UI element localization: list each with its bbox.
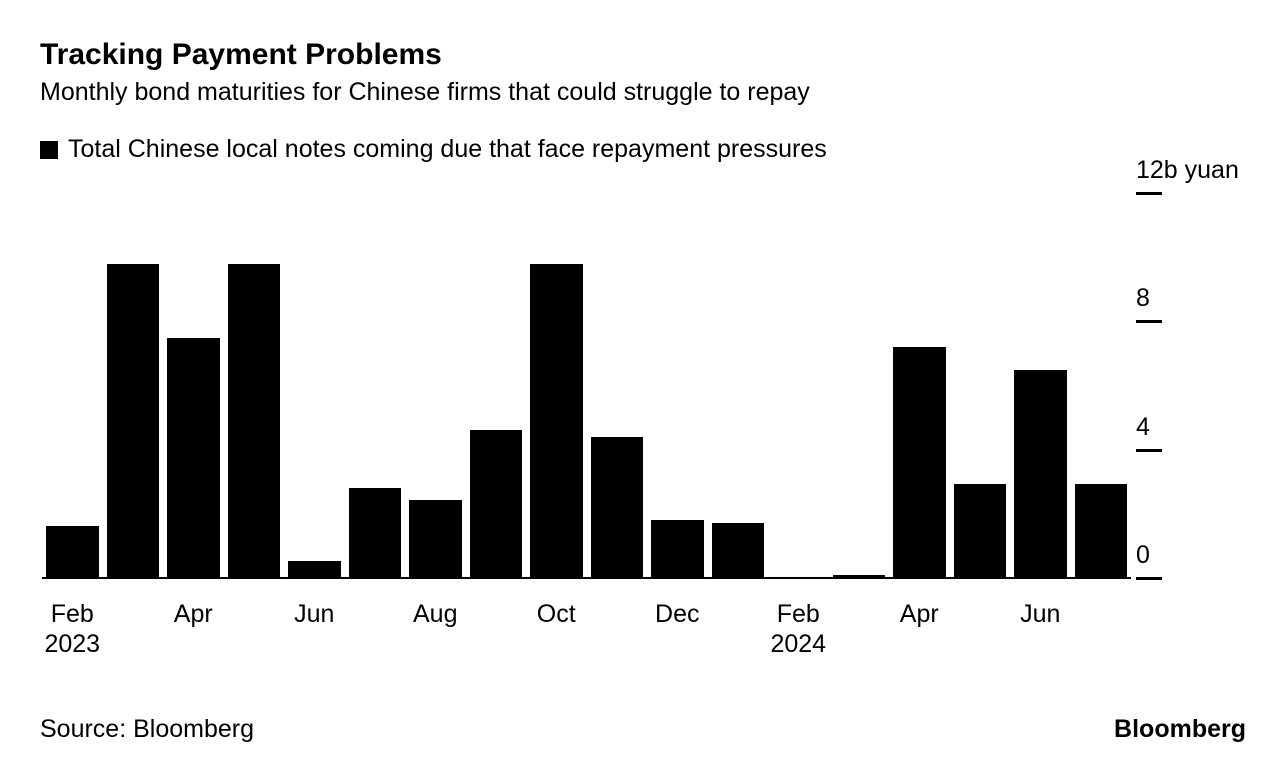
bar (893, 347, 946, 577)
bar (167, 338, 220, 577)
x-axis-month: Jun (294, 600, 334, 628)
x-axis-label: Aug (413, 599, 457, 629)
x-axis-year: 2023 (44, 629, 100, 659)
bar (651, 520, 704, 577)
bar (712, 523, 765, 577)
x-axis-label: Feb2023 (44, 599, 100, 659)
source-text: Source: Bloomberg (40, 715, 254, 744)
bar (591, 437, 644, 577)
y-tick-label: 4 (1136, 413, 1150, 442)
x-axis-label: Jun (1020, 599, 1060, 629)
y-tick: 8 (1136, 320, 1162, 323)
x-axis-year: 2024 (770, 629, 826, 659)
x-axis-month: Feb (51, 600, 94, 628)
x-axis-month: Jun (1020, 600, 1060, 628)
legend: Total Chinese local notes coming due tha… (40, 135, 1246, 164)
x-axis-label: Apr (174, 599, 213, 629)
x-axis: Feb2023AprJunAugOctDecFeb2024AprJun (42, 599, 1131, 657)
y-tick-mark-icon (1136, 192, 1162, 195)
bar (409, 500, 462, 577)
bar (954, 484, 1007, 577)
legend-label: Total Chinese local notes coming due tha… (68, 135, 827, 164)
x-axis-month: Apr (174, 600, 213, 628)
y-tick-mark-icon (1136, 577, 1162, 580)
bar (228, 264, 281, 577)
bar (470, 430, 523, 577)
x-axis-month: Oct (537, 600, 576, 628)
bar (46, 526, 99, 577)
x-axis-label: Oct (537, 599, 576, 629)
x-axis-label: Dec (655, 599, 699, 629)
y-tick-label: 0 (1136, 541, 1150, 570)
x-axis-month: Dec (655, 600, 699, 628)
bar (530, 264, 583, 577)
x-axis-month: Apr (900, 600, 939, 628)
y-tick-mark-icon (1136, 449, 1162, 452)
y-tick: 0 (1136, 577, 1162, 580)
x-axis-label: Feb2024 (770, 599, 826, 659)
bar-plot (42, 194, 1131, 579)
bar (1014, 370, 1067, 577)
x-axis-label: Apr (900, 599, 939, 629)
chart-title: Tracking Payment Problems (40, 38, 1246, 72)
x-axis-label: Jun (294, 599, 334, 629)
x-axis-labels: Feb2023AprJunAugOctDecFeb2024AprJun (42, 599, 1131, 657)
chart-footer: Source: Bloomberg Bloomberg (40, 715, 1246, 744)
brand-logo: Bloomberg (1114, 715, 1246, 744)
y-tick-label: 12b yuan (1136, 156, 1239, 185)
x-axis-month: Aug (413, 600, 457, 628)
y-tick: 4 (1136, 449, 1162, 452)
chart-container: Tracking Payment Problems Monthly bond m… (0, 0, 1286, 772)
y-tick: 12b yuan (1136, 192, 1162, 195)
x-axis-month: Feb (777, 600, 820, 628)
bar (349, 488, 402, 577)
chart-area: 12b yuan840 Feb2023AprJunAugOctDecFeb202… (42, 194, 1131, 599)
y-axis: 12b yuan 8 4 0 (1136, 184, 1246, 599)
y-tick-label: 8 (1136, 284, 1150, 313)
bar (1075, 484, 1128, 577)
y-tick-mark-icon (1136, 320, 1162, 323)
bar (833, 575, 886, 577)
chart-subtitle: Monthly bond maturities for Chinese firm… (40, 78, 1246, 107)
bar (107, 264, 160, 577)
legend-swatch-icon (40, 141, 58, 159)
bar (288, 561, 341, 577)
